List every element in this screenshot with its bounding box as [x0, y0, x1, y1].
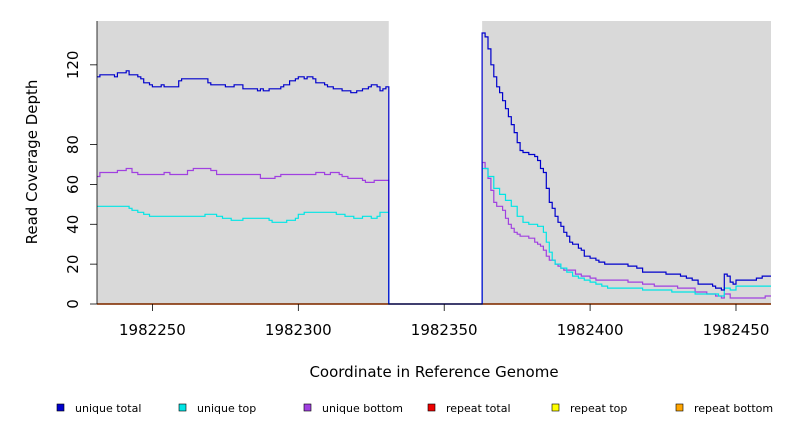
y-tick-label: 0: [64, 299, 82, 309]
legend-label: unique total: [75, 402, 141, 415]
series-line-unique-total: [97, 32, 771, 305]
x-axis-title: Coordinate in Reference Genome: [309, 363, 558, 381]
legend-label: repeat top: [570, 402, 627, 415]
x-tick-label: 1982350: [411, 321, 478, 339]
series-line-unique-bottom: [97, 161, 771, 305]
x-tick-label: 1982250: [119, 321, 186, 339]
gap-region: [388, 21, 483, 304]
x-ticks: 1982250 1982300 1982350 1982400 1982450: [119, 304, 769, 339]
y-axis-title: Read Coverage Depth: [23, 80, 41, 245]
legend-label: unique bottom: [322, 402, 403, 415]
legend-label: repeat total: [446, 402, 511, 415]
legend-swatch: [551, 403, 560, 412]
legend-item-unique-total: unique total: [56, 402, 141, 415]
y-tick-label: 20: [64, 255, 82, 274]
series-line-unique-top: [97, 167, 771, 305]
legend-swatch: [178, 403, 187, 412]
legend-swatch: [427, 403, 436, 412]
legend-label: unique top: [197, 402, 256, 415]
y-tick-label: 80: [64, 135, 82, 154]
legend-swatch: [303, 403, 312, 412]
legend-item-repeat-total: repeat total: [427, 402, 511, 415]
legend-swatch: [56, 403, 65, 412]
x-tick-label: 1982450: [703, 321, 770, 339]
x-tick-label: 1982400: [557, 321, 624, 339]
legend-item-repeat-bottom: repeat bottom: [675, 402, 773, 415]
legend-item-unique-bottom: unique bottom: [303, 402, 403, 415]
y-tick-label: 40: [64, 215, 82, 234]
legend-item-unique-top: unique top: [178, 402, 256, 415]
legend: unique total unique top unique bottom repea…: [56, 402, 773, 415]
legend-label: repeat bottom: [694, 402, 773, 415]
y-tick-label: 120: [64, 51, 82, 80]
x-tick-label: 1982300: [265, 321, 332, 339]
legend-swatch: [675, 403, 684, 412]
y-tick-label: 60: [64, 175, 82, 194]
legend-item-repeat-top: repeat top: [551, 402, 627, 415]
y-ticks: 0 20 40 60 80 120: [64, 51, 97, 309]
